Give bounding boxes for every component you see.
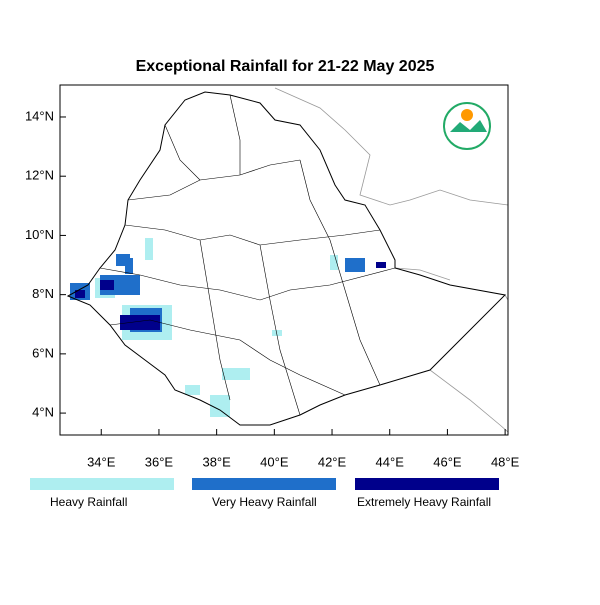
rainfall-patch xyxy=(145,238,153,260)
x-tick-label: 36°E xyxy=(145,454,174,469)
x-tick-label: 46°E xyxy=(433,454,462,469)
rainfall-patch xyxy=(376,262,386,268)
rainfall-patch xyxy=(210,395,230,417)
rainfall-patch xyxy=(222,368,250,380)
rainfall-patch xyxy=(330,255,338,270)
y-tick-label: 8°N xyxy=(32,286,54,301)
rainfall-patch xyxy=(185,385,200,395)
rainfall-patch xyxy=(120,315,160,330)
legend-swatch xyxy=(192,478,336,490)
legend-label: Extremely Heavy Rainfall xyxy=(357,495,491,509)
y-tick-label: 12°N xyxy=(25,168,54,183)
x-tick-label: 40°E xyxy=(260,454,289,469)
logo xyxy=(443,102,491,150)
rainfall-patch xyxy=(100,280,114,290)
x-tick-label: 42°E xyxy=(318,454,347,469)
legend-label: Heavy Rainfall xyxy=(50,495,127,509)
map-title: Exceptional Rainfall for 21-22 May 2025 xyxy=(136,58,435,75)
map-frame xyxy=(59,84,509,436)
country-outline xyxy=(66,91,507,426)
x-tick-label: 44°E xyxy=(376,454,405,469)
x-tick-label: 34°E xyxy=(87,454,116,469)
rainfall-patches xyxy=(70,238,386,417)
y-tick-label: 6°N xyxy=(32,345,54,360)
x-tick-label: 38°E xyxy=(202,454,231,469)
y-tick-label: 4°N xyxy=(32,405,54,420)
legend-swatch xyxy=(355,478,499,490)
y-tick-label: 14°N xyxy=(25,108,54,123)
rainfall-patch xyxy=(272,330,282,336)
region-borders xyxy=(99,94,396,416)
rainfall-patch xyxy=(75,290,85,298)
rainfall-patch xyxy=(345,258,365,272)
legend-label: Very Heavy Rainfall xyxy=(212,495,317,509)
neighbor-borders xyxy=(274,87,509,433)
rainfall-patch xyxy=(125,258,133,274)
legend-swatch xyxy=(30,478,174,490)
y-tick-label: 10°N xyxy=(25,227,54,242)
x-tick-label: 48°E xyxy=(491,454,520,469)
